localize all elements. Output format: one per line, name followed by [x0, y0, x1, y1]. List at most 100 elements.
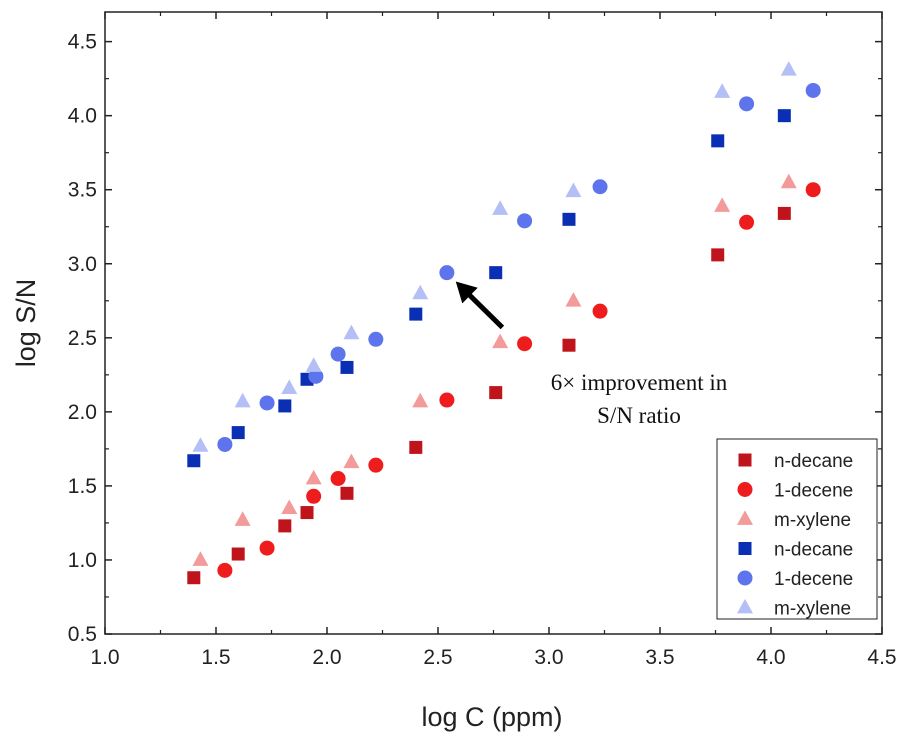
data-point-square — [187, 454, 201, 468]
data-point-circle — [308, 368, 324, 384]
series-5-m-xylene-triangle — [192, 61, 797, 452]
legend-box — [716, 438, 878, 620]
legend-item: m-xylene — [737, 510, 851, 531]
legend-item: n-decane — [738, 540, 853, 561]
data-point-circle — [739, 96, 755, 112]
data-point-circle — [517, 213, 533, 229]
legend-label: 1-decene — [774, 481, 853, 502]
legend-label: n-decane — [774, 451, 853, 472]
data-point-triangle — [281, 379, 298, 395]
data-point-triangle — [780, 173, 797, 189]
legend-marker-circle — [737, 570, 753, 586]
data-point-triangle — [234, 392, 251, 408]
data-point-triangle — [305, 469, 322, 485]
data-point-circle — [259, 395, 275, 411]
data-point-circle — [217, 436, 233, 452]
y-tick-label: 0.5 — [68, 623, 97, 646]
data-point-triangle — [492, 333, 509, 349]
data-point-triangle — [192, 437, 209, 452]
y-tick-label: 4.5 — [68, 31, 97, 54]
x-tick-label: 3.0 — [534, 646, 563, 669]
legend-item: 1-decene — [737, 481, 853, 502]
data-point-circle — [330, 471, 346, 486]
data-point-circle — [306, 488, 322, 504]
data-point-triangle — [565, 292, 582, 307]
data-point-square — [777, 109, 791, 123]
legend-label: m-xylene — [774, 510, 851, 531]
legend-label: m-xylene — [774, 599, 851, 620]
series-3-n-decane-square — [187, 109, 791, 468]
data-point-square — [300, 506, 314, 520]
legend-label: n-decane — [774, 540, 853, 561]
y-axis-ticks: 0.5 1.0 1.5 2.0 2.5 3.0 3.5 4.0 4.5 — [68, 31, 882, 646]
x-tick-label: 4.0 — [756, 646, 785, 669]
y-tick-label: 4.0 — [68, 105, 97, 128]
data-point-circle — [805, 182, 821, 198]
x-tick-label: 2.5 — [423, 646, 452, 669]
data-point-circle — [517, 336, 533, 352]
annotation: 6× improvement in S/N ratio — [455, 281, 728, 428]
data-point-square — [777, 206, 791, 220]
data-point-square — [340, 486, 354, 500]
legend: n-decane 1-decene m-xylene n-decane 1-decene… — [716, 438, 878, 620]
data-point-triangle — [412, 284, 429, 300]
y-axis-title: log S/N — [11, 279, 41, 368]
data-point-square — [711, 134, 725, 148]
data-point-triangle — [492, 200, 509, 215]
data-point-circle — [439, 392, 455, 408]
data-point-circle — [217, 562, 233, 578]
legend-marker-triangle — [737, 598, 753, 614]
y-tick-label: 2.5 — [68, 327, 97, 350]
data-point-square — [231, 547, 245, 561]
data-point-square — [409, 440, 423, 454]
series-2-m-xylene-triangle — [192, 173, 797, 566]
series-1-1-decene-circle — [217, 182, 821, 578]
data-point-triangle — [714, 197, 731, 212]
data-point-triangle — [281, 499, 298, 514]
data-point-square — [562, 212, 576, 226]
annotation-line-2: S/N ratio — [597, 403, 681, 428]
data-point-triangle — [412, 392, 429, 408]
data-point-triangle — [343, 324, 360, 340]
data-point-square — [711, 248, 725, 262]
y-tick-label: 3.0 — [68, 253, 97, 276]
data-point-circle — [805, 82, 821, 98]
data-point-square — [409, 307, 423, 321]
data-point-square — [340, 360, 354, 374]
x-tick-label: 4.5 — [867, 646, 896, 669]
x-tick-label: 1.0 — [90, 646, 119, 669]
data-marks — [187, 61, 821, 585]
legend-label: 1-decene — [774, 569, 853, 590]
data-point-square — [231, 426, 245, 440]
data-point-triangle — [305, 357, 322, 372]
y-tick-label: 2.0 — [68, 401, 97, 424]
y-tick-label: 1.0 — [68, 549, 97, 572]
axes: 1.0 1.5 2.0 2.5 3.0 3.5 4.0 4.5 0.51.01.52.02.5… — [68, 11, 897, 669]
data-point-circle — [439, 265, 455, 281]
series-4-1-decene-circle — [217, 82, 821, 452]
data-point-square — [489, 266, 503, 280]
data-point-square — [278, 519, 292, 533]
data-point-circle — [259, 540, 275, 556]
data-point-circle — [330, 346, 346, 362]
data-point-circle — [592, 303, 608, 319]
x-tick-label: 1.5 — [201, 646, 230, 669]
x-tick-label: 2.0 — [312, 646, 341, 669]
data-point-circle — [368, 331, 384, 347]
data-point-triangle — [234, 511, 251, 526]
data-point-triangle — [343, 453, 360, 469]
data-point-circle — [368, 457, 384, 473]
legend-item: m-xylene — [737, 599, 851, 620]
legend-marker-square — [738, 453, 752, 467]
data-point-circle — [592, 179, 608, 195]
data-point-triangle — [565, 182, 582, 198]
data-point-square — [489, 386, 503, 400]
legend-marker-triangle — [737, 510, 753, 525]
data-point-circle — [739, 214, 755, 230]
data-point-triangle — [714, 83, 731, 98]
data-point-triangle — [780, 61, 797, 76]
legend-marker-circle — [737, 482, 753, 497]
series-0-n-decane-square — [187, 206, 791, 585]
y-tick-label: 1.5 — [68, 475, 97, 498]
x-tick-label: 3.5 — [645, 646, 674, 669]
